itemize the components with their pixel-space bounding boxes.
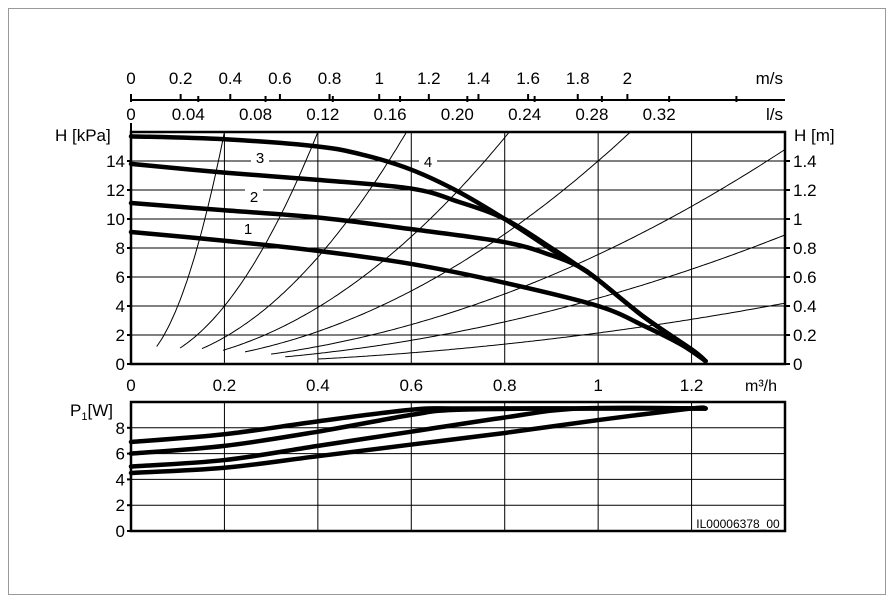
pump-curve-label: 1 bbox=[244, 221, 252, 238]
ls-tick-label: 0.28 bbox=[575, 105, 608, 124]
figure-frame bbox=[8, 8, 886, 595]
y-tick-label: 4 bbox=[116, 470, 125, 489]
x-tick-label: 1 bbox=[593, 376, 602, 395]
ms-tick-label: 0.8 bbox=[318, 69, 342, 88]
y-tick-label: 0 bbox=[116, 522, 125, 541]
x-tick-label: 0.8 bbox=[493, 376, 517, 395]
curve-label-bg bbox=[251, 149, 269, 165]
ls-tick-label: 0.24 bbox=[508, 105, 541, 124]
ms-tick-label: 0.2 bbox=[169, 69, 193, 88]
ms-tick-label: 1 bbox=[374, 69, 383, 88]
pump-curve-label: 2 bbox=[250, 189, 258, 206]
pump-curve-label: 3 bbox=[256, 150, 264, 167]
ls-tick-label: 0.04 bbox=[172, 105, 205, 124]
ms-tick-label: 0.6 bbox=[268, 69, 292, 88]
ms-tick-label: 0 bbox=[126, 69, 135, 88]
pump-curve-label: 4 bbox=[424, 154, 432, 171]
ms-tick-label: 1.4 bbox=[467, 69, 491, 88]
power-axis-label: P1[W] bbox=[70, 401, 113, 423]
power-label-unit: [W] bbox=[87, 401, 113, 420]
power-label-subscript: 1 bbox=[81, 411, 87, 423]
y-tick-label: 10 bbox=[106, 210, 125, 229]
system-curve bbox=[317, 302, 785, 360]
ls-tick-label: 0.16 bbox=[374, 105, 407, 124]
pump-curve-1 bbox=[128, 229, 708, 364]
y2-tick-label: 0.4 bbox=[793, 297, 817, 316]
figure-id: IL00006378_00 bbox=[696, 517, 780, 531]
ms-tick-label: 2 bbox=[623, 69, 632, 88]
curve-label-bg bbox=[419, 153, 437, 169]
x-tick-label: 0.2 bbox=[213, 376, 237, 395]
y2-tick-label: 0.2 bbox=[793, 326, 817, 345]
y2-tick-label: 1.4 bbox=[793, 152, 817, 171]
system-curve bbox=[222, 132, 510, 351]
pump-curve-3 bbox=[128, 161, 708, 364]
y-tick-label: 2 bbox=[116, 496, 125, 515]
power-label-main: P bbox=[70, 401, 81, 420]
y-tick-label: 6 bbox=[116, 445, 125, 464]
ms-tick-label: 0.4 bbox=[218, 69, 242, 88]
y-tick-label: 14 bbox=[106, 152, 125, 171]
ms-tick-label: 1.8 bbox=[566, 69, 590, 88]
y-axis-label: H [kPa] bbox=[55, 126, 111, 145]
ls-tick-label: 0.08 bbox=[239, 105, 272, 124]
system-curve bbox=[156, 132, 225, 347]
head-plot-frame bbox=[129, 130, 787, 366]
x-tick-label: 0 bbox=[126, 376, 135, 395]
power-curve-4 bbox=[128, 405, 708, 476]
ls-axis-label: l/s bbox=[766, 105, 783, 124]
ls-tick-label: 0.20 bbox=[441, 105, 474, 124]
ms-axis-label: m/s bbox=[756, 69, 783, 88]
ms-tick-label: 1.2 bbox=[417, 69, 441, 88]
x-tick-label: 1.2 bbox=[680, 376, 704, 395]
y-tick-label: 2 bbox=[116, 326, 125, 345]
system-curve bbox=[271, 148, 785, 355]
y2-tick-label: 0.8 bbox=[793, 239, 817, 258]
x-tick-label: 0.6 bbox=[399, 376, 423, 395]
ls-tick-label: 0.12 bbox=[306, 105, 339, 124]
pump-curve-4 bbox=[128, 134, 708, 364]
y-tick-label: 8 bbox=[116, 239, 125, 258]
y2-tick-label: 1.2 bbox=[793, 181, 817, 200]
system-curve bbox=[201, 132, 408, 350]
pump-curve-2 bbox=[128, 200, 708, 364]
x-axis-unit-label: m³/h bbox=[745, 378, 777, 395]
curve-label-bg bbox=[245, 188, 263, 204]
system-curve bbox=[285, 234, 785, 358]
y-tick-label: 8 bbox=[116, 419, 125, 438]
y2-tick-label: 1 bbox=[793, 210, 802, 229]
ls-tick-label: 0.32 bbox=[643, 105, 676, 124]
y-tick-label: 12 bbox=[106, 181, 125, 200]
y-tick-label: 4 bbox=[116, 297, 125, 316]
curve-label-bg bbox=[239, 220, 257, 236]
power-plot-frame bbox=[129, 400, 787, 533]
y-tick-label: 6 bbox=[116, 268, 125, 287]
system-curve bbox=[179, 132, 319, 349]
y-tick-label: 0 bbox=[116, 355, 125, 374]
y2-tick-label: 0.6 bbox=[793, 268, 817, 287]
power-curve-3 bbox=[128, 405, 708, 469]
y2-axis-label: H [m] bbox=[794, 126, 835, 145]
y2-tick-label: 0 bbox=[793, 355, 802, 374]
ms-tick-label: 1.6 bbox=[516, 69, 540, 88]
ls-tick-label: 0 bbox=[126, 105, 135, 124]
x-tick-label: 0.4 bbox=[306, 376, 330, 395]
